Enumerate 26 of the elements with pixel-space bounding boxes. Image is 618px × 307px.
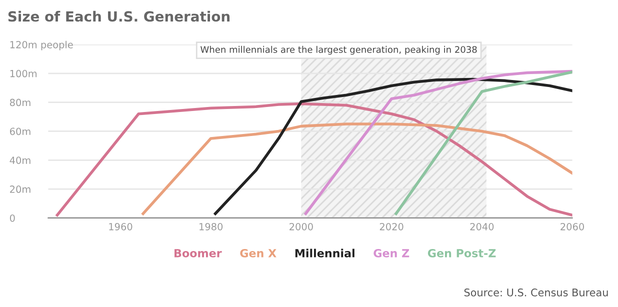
- y-tick-label: 120m people: [10, 40, 73, 50]
- line-series: [304, 70, 572, 216]
- y-tick-label: 20m: [10, 186, 30, 193]
- text: Gen Z: [374, 248, 410, 258]
- x-tick-label: 2060: [560, 223, 584, 230]
- x-tick-label: 2000: [290, 223, 313, 230]
- y-tick-label: 40m: [10, 156, 30, 164]
- chart-title: Size of Each U.S. Generation: [8, 10, 230, 22]
- text: Boomer: [174, 249, 222, 258]
- y-tick-label: 0: [10, 214, 15, 222]
- text: Millennial: [295, 248, 354, 258]
- band-label: When millennials are the largest generation, peaking in 2038: [200, 46, 477, 55]
- y-tick-label: 100m: [10, 70, 37, 78]
- text: Gen X: [240, 248, 276, 258]
- x-tick-label: 2020: [380, 223, 404, 230]
- line-series: [142, 122, 572, 216]
- x-tick-label: 2040: [470, 223, 494, 230]
- text: Gen Post-Z: [428, 248, 496, 258]
- x-tick-label: 1980: [200, 223, 223, 230]
- x-tick-label: 1960: [109, 223, 132, 230]
- y-tick-label: 60m: [10, 128, 30, 136]
- line-series: [214, 78, 572, 216]
- line-series: [56, 102, 572, 216]
- source-note: Source: U.S. Census Bureau: [464, 288, 608, 296]
- line-series: [394, 70, 572, 216]
- y-tick-label: 80m: [10, 98, 30, 106]
